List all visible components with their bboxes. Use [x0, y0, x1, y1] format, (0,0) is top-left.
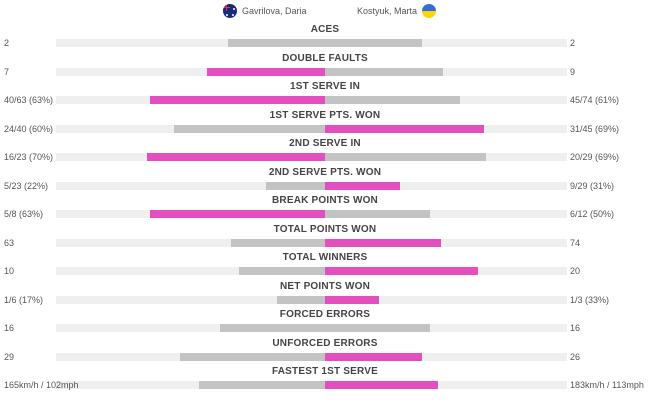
player-right-name: Kostyuk, Marta — [357, 6, 418, 16]
stat-value-right: 45/74 (61%) — [570, 95, 620, 105]
stat-value-right: 2 — [570, 38, 576, 48]
stat-value-right: 1/3 (33%) — [570, 294, 610, 305]
stat-row: FASTEST 1ST SERVE 165km/h / 102mph 183km/h… — [0, 364, 650, 393]
stat-label: TOTAL POINTS WON — [273, 223, 377, 235]
players-header: Gavrilova, Daria Kostyuk, Marta — [0, 0, 650, 22]
stat-value-right: 20/29 (69%) — [570, 152, 620, 162]
stat-row: UNFORCED ERRORS 29 26 — [0, 336, 650, 365]
stat-bar-right — [325, 181, 400, 190]
stat-label: DOUBLE FAULTS — [282, 52, 368, 64]
stat-row: ACES 2 2 — [0, 22, 650, 51]
stat-label: 1ST SERVE PTS. WON — [269, 109, 381, 121]
stat-bar-left — [174, 124, 325, 133]
stat-row: BREAK POINTS WON 5/8 (63%) 6/12 (50%) — [0, 193, 650, 222]
stat-value-left: 40/63 (63%) — [4, 95, 54, 105]
stat-value-left: 16/23 (70%) — [4, 152, 54, 162]
stat-label: 2ND SERVE PTS. WON — [268, 166, 382, 178]
stat-value-right: 20 — [570, 266, 581, 276]
ukraine-flag-icon — [422, 4, 437, 18]
stat-bar-right — [325, 295, 379, 304]
stat-label: NET POINTS WON — [279, 280, 371, 292]
stat-bar-right — [325, 324, 430, 332]
stat-bar-right — [325, 267, 478, 275]
stat-label: 2ND SERVE IN — [289, 138, 361, 149]
stat-value-right: 74 — [570, 237, 581, 248]
stat-row: FORCED ERRORS 16 16 — [0, 307, 650, 336]
stat-label: ACES — [310, 24, 340, 35]
stat-row: 2ND SERVE PTS. WON 5/23 (22%) 9/29 (31%) — [0, 165, 650, 194]
stat-value-right: 6/12 (50%) — [570, 209, 615, 219]
stat-value-left: 16 — [4, 323, 15, 333]
stat-bar-right — [325, 210, 430, 218]
stat-bar-left — [150, 96, 325, 104]
player-left-name: Gavrilova, Daria — [242, 6, 307, 16]
stat-bar-left — [199, 381, 325, 389]
stat-row: TOTAL WINNERS 10 20 — [0, 250, 650, 279]
stat-bar-left — [180, 352, 325, 361]
stat-value-left: 10 — [4, 266, 15, 276]
stat-bar-left — [239, 267, 325, 275]
stat-value-right: 9/29 (31%) — [570, 180, 615, 191]
stat-value-right: 31/45 (69%) — [570, 123, 620, 134]
stat-bar-left — [150, 210, 325, 218]
stat-value-left: 24/40 (60%) — [4, 123, 54, 134]
stat-row: 2ND SERVE IN 16/23 (70%) 20/29 (69%) — [0, 136, 650, 165]
stat-bar-right — [325, 39, 422, 47]
player-left: Gavrilova, Daria — [223, 3, 307, 19]
stat-value-right: 9 — [570, 66, 576, 77]
stat-value-left: 2 — [4, 38, 10, 48]
stat-bar-left — [220, 324, 325, 332]
stat-value-left: 5/23 (22%) — [4, 180, 49, 191]
stat-bar-right — [325, 96, 460, 104]
stat-value-left: 7 — [4, 66, 10, 77]
stat-bar-right — [325, 124, 484, 133]
stat-row: NET POINTS WON 1/6 (17%) 1/3 (33%) — [0, 279, 650, 308]
stat-value-right: 183km/h / 113mph — [570, 380, 644, 390]
stat-label: 1ST SERVE IN — [289, 81, 361, 92]
stat-value-left: 5/8 (63%) — [4, 209, 44, 219]
stat-value-right: 26 — [570, 351, 581, 362]
stat-label: UNFORCED ERRORS — [272, 337, 378, 349]
stat-value-left: 165km/h / 102mph — [4, 380, 79, 390]
stat-bar-right — [325, 153, 486, 161]
stat-bar-right — [325, 238, 441, 247]
stat-bar-left — [231, 238, 325, 247]
stat-bar-left — [228, 39, 325, 47]
stat-value-left: 63 — [4, 237, 15, 248]
stat-row: 1ST SERVE IN 40/63 (63%) 45/74 (61%) — [0, 79, 650, 108]
stat-value-left: 29 — [4, 351, 15, 362]
stat-value-left: 1/6 (17%) — [4, 294, 44, 305]
stat-bar-left — [147, 153, 325, 161]
stat-row: 1ST SERVE PTS. WON 24/40 (60%) 31/45 (69%) — [0, 108, 650, 137]
stat-row: TOTAL POINTS WON 63 74 — [0, 222, 650, 251]
stat-row: DOUBLE FAULTS 7 9 — [0, 51, 650, 80]
stats-table: ACES 2 2 DOUBLE FAULTS 7 9 1ST SERVE IN 40/63 (… — [0, 22, 650, 393]
stat-bar-left — [266, 181, 325, 190]
stat-bar-right — [325, 67, 443, 76]
stat-bar-right — [325, 352, 422, 361]
stat-label: TOTAL WINNERS — [282, 252, 368, 263]
stat-value-right: 16 — [570, 323, 581, 333]
stat-bar-left — [207, 67, 325, 76]
stat-bar-right — [325, 381, 438, 389]
player-right: Kostyuk, Marta — [357, 3, 437, 19]
stat-label: FASTEST 1ST SERVE — [271, 366, 379, 377]
stat-bar-left — [277, 295, 325, 304]
stat-label: BREAK POINTS WON — [272, 195, 378, 206]
stat-label: FORCED ERRORS — [279, 309, 371, 320]
australia-flag-icon — [223, 4, 237, 18]
